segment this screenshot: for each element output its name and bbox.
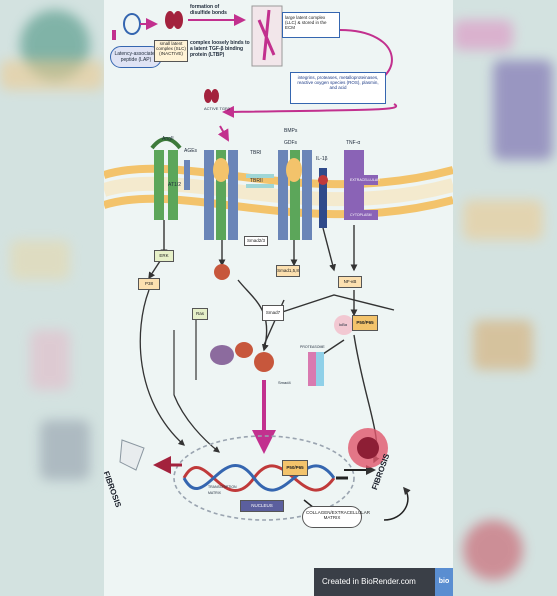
smad4-icon — [254, 352, 274, 372]
smad4-label: Smad4 — [278, 380, 291, 385]
proteasome-icon — [308, 352, 324, 386]
slc-icon-right — [173, 11, 183, 29]
smad7-icon — [235, 342, 253, 358]
biorender-credit[interactable]: Created in BioRender.com bio — [314, 568, 453, 596]
tgfb-monomer-icon — [112, 30, 116, 40]
bmps-label: BMPs — [284, 128, 298, 134]
transcription-label: TRANSCRIPTION MATRIX — [208, 485, 237, 495]
activators-box: integrins, proteases, metalloproteinases… — [290, 72, 386, 104]
slc-box: small latent complex (SLC) (INACTIVE) — [154, 40, 188, 62]
active-tgfb-label: ACTIVE TGFβ — [204, 106, 230, 111]
tnfa-label: TNF-α — [346, 140, 361, 146]
p50p65-box: P50/P65 — [352, 315, 378, 331]
lap-label: Latency-associated peptide (LAP) — [110, 46, 162, 68]
at12-label: AT1/2 — [168, 182, 181, 188]
collagen-box: COLLAGEN/EXTRACELLULAR MATRIX — [302, 506, 370, 528]
slc-icon-left — [165, 11, 175, 29]
p38-box: P38 — [138, 278, 160, 290]
tbri-label: TBRI — [250, 150, 262, 156]
diagram-graphics — [104, 5, 453, 521]
membrane-inner — [104, 194, 453, 219]
ikba-label: IκBα — [339, 322, 348, 327]
lap-icon — [123, 13, 141, 35]
ages-label: AGEs — [184, 148, 198, 154]
dna-strand-red — [182, 464, 336, 493]
ikba-icon — [334, 315, 354, 335]
llc-box: large latent complex (LLC) & stored in t… — [282, 12, 340, 38]
smad7-box: Smad7 — [262, 305, 284, 321]
blurred-background-right — [453, 0, 557, 596]
dna-strand-blue — [182, 463, 336, 492]
bmp-receptor-complex — [278, 150, 312, 240]
gdfs-label: GDFs — [284, 140, 298, 146]
extracellular-label: EXTRACELLULAR — [350, 178, 380, 182]
biorender-logo: bio — [435, 568, 453, 596]
smad23-icon — [210, 345, 234, 365]
nucleus-box: NUCLEUS — [240, 500, 284, 512]
at12-receptor — [150, 137, 182, 220]
il1b-receptor — [318, 168, 328, 228]
cytoplasm-label: CYTOPLASM — [350, 213, 372, 217]
arrow-activators-to-active — [222, 103, 398, 118]
blurred-background-left — [0, 0, 104, 596]
angii-label: AngII — [162, 136, 174, 142]
smad-blob-icon — [214, 264, 230, 280]
tgfb-receptor-complex — [204, 150, 238, 240]
footer-text: Created in BioRender.com — [322, 577, 416, 586]
smad158-box: Smad1,5,8 — [276, 265, 300, 277]
fibroblast-left-icon — [119, 439, 145, 471]
pathway-diagram: Latency-associated peptide (LAP) formati… — [104, 0, 453, 596]
tbrii-label: TBRII — [250, 178, 263, 184]
ras-box: Ras — [192, 308, 208, 320]
disulfide-label: formation of disulfide bonds — [190, 4, 227, 16]
smad23-box: Smad2/3 — [244, 236, 268, 246]
nucleus-membrane — [173, 435, 355, 521]
membrane-outer — [104, 164, 453, 189]
ltbp-label: complex loosely binds to a latent TGF-β … — [190, 40, 250, 58]
il1b-label: IL-1β — [316, 156, 328, 162]
nfkb-box: NF-κB — [338, 276, 362, 288]
proteasome-label: PROTEASOME — [300, 345, 325, 349]
erk-box: ERK — [154, 250, 174, 262]
tnfa-receptor — [344, 150, 378, 220]
p50p65-nucleus-box: P50/P65 — [282, 460, 308, 476]
